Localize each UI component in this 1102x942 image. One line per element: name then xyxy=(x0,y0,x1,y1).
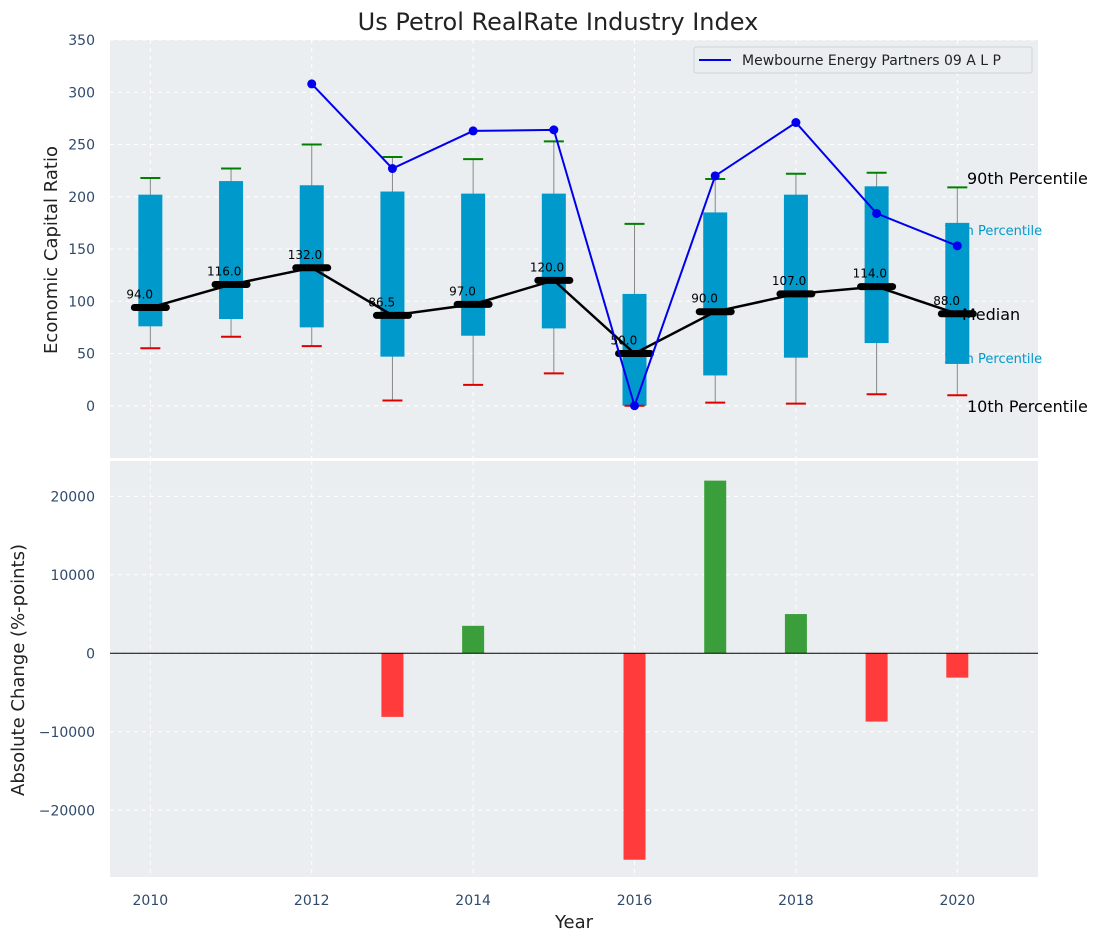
change-bar xyxy=(865,653,888,722)
company-point xyxy=(630,401,640,411)
iqr-box xyxy=(703,212,728,376)
median-value-label: 88.0 xyxy=(933,294,960,308)
x-tick-label: 2018 xyxy=(778,893,814,909)
company-point xyxy=(710,171,720,181)
label-25th-percentile: 25th Percentile xyxy=(944,352,1042,367)
top-y-ticks: 0 50 100 150 200 250 300 350 xyxy=(68,33,95,415)
company-point xyxy=(872,208,882,218)
bottom-y-tick-label: −10000 xyxy=(39,725,95,741)
median-value-label: 120.0 xyxy=(530,260,564,274)
company-point xyxy=(549,125,559,135)
chart-title: Us Petrol RealRate Industry Index xyxy=(358,8,759,36)
company-point xyxy=(307,79,317,89)
median-line-group xyxy=(130,264,977,357)
company-point xyxy=(791,118,801,128)
median-value-label: 86.5 xyxy=(368,295,395,309)
change-bar xyxy=(623,653,646,860)
median-value-label: 116.0 xyxy=(207,265,241,279)
median-value-label: 50.0 xyxy=(611,334,638,348)
change-bar xyxy=(704,480,727,654)
bottom-y-tick-label: 0 xyxy=(86,646,95,662)
median-labels: 94.0 116.0 132.0 86.5 97.0 120.0 50.0 90.0 107.0… xyxy=(126,248,960,348)
median-value-label: 94.0 xyxy=(126,288,153,302)
x-tick-label: 2014 xyxy=(455,893,491,909)
legend: Mewbourne Energy Partners 09 A L P xyxy=(693,46,1033,74)
label-10th-percentile: 10th Percentile xyxy=(967,397,1088,416)
x-tick-label: 2010 xyxy=(133,893,169,909)
top-y-tick-label: 350 xyxy=(68,33,95,49)
iqr-box xyxy=(541,193,566,329)
top-y-tick-label: 0 xyxy=(86,399,95,415)
bottom-y-tick-label: 10000 xyxy=(50,568,95,584)
bottom-y-ticks: −20000 −10000 0 10000 20000 xyxy=(39,489,95,819)
iqr-box xyxy=(219,181,244,320)
x-tick-label: 2012 xyxy=(294,893,330,909)
top-y-tick-label: 100 xyxy=(68,294,95,310)
label-median: Median xyxy=(962,305,1020,324)
box-plots xyxy=(138,140,970,407)
median-value-label: 97.0 xyxy=(449,284,476,298)
median-value-label: 132.0 xyxy=(288,248,322,262)
x-ticks: 2010 2012 2014 2016 2018 2020 xyxy=(133,893,976,909)
x-tick-label: 2016 xyxy=(617,893,653,909)
median-value-label: 90.0 xyxy=(691,292,718,306)
bottom-y-tick-label: −20000 xyxy=(39,803,95,819)
top-y-tick-label: 200 xyxy=(68,190,95,206)
iqr-box xyxy=(783,194,808,358)
legend-label: Mewbourne Energy Partners 09 A L P xyxy=(742,53,1001,69)
change-bar xyxy=(462,625,485,654)
iqr-box xyxy=(299,185,324,328)
change-bar xyxy=(946,653,969,678)
x-axis-label: Year xyxy=(554,912,594,933)
median-value-label: 107.0 xyxy=(772,274,806,288)
company-series-group xyxy=(307,79,962,411)
top-y-tick-label: 250 xyxy=(68,138,95,154)
company-point xyxy=(952,241,962,251)
bottom-panel-background xyxy=(110,461,1038,877)
percentile-labels: 90th Percentile 75th Percentile Median 2… xyxy=(944,169,1088,416)
company-point xyxy=(387,164,397,174)
change-bar xyxy=(784,614,807,654)
bottom-y-tick-label: 20000 xyxy=(50,489,95,505)
top-y-tick-label: 50 xyxy=(77,347,95,363)
change-bar xyxy=(381,653,404,717)
iqr-box xyxy=(461,193,486,336)
top-y-tick-label: 300 xyxy=(68,85,95,101)
company-point xyxy=(468,126,478,136)
top-y-tick-label: 150 xyxy=(68,242,95,258)
median-value-label: 114.0 xyxy=(853,267,887,281)
bottom-y-axis-label: Absolute Change (%-points) xyxy=(8,544,29,796)
x-tick-label: 2020 xyxy=(939,893,975,909)
top-y-axis-label: Economic Capital Ratio xyxy=(41,146,62,354)
label-75th-percentile: 75th Percentile xyxy=(944,224,1042,239)
iqr-box xyxy=(380,191,405,357)
label-90th-percentile: 90th Percentile xyxy=(967,169,1088,188)
change-bars xyxy=(381,480,969,860)
